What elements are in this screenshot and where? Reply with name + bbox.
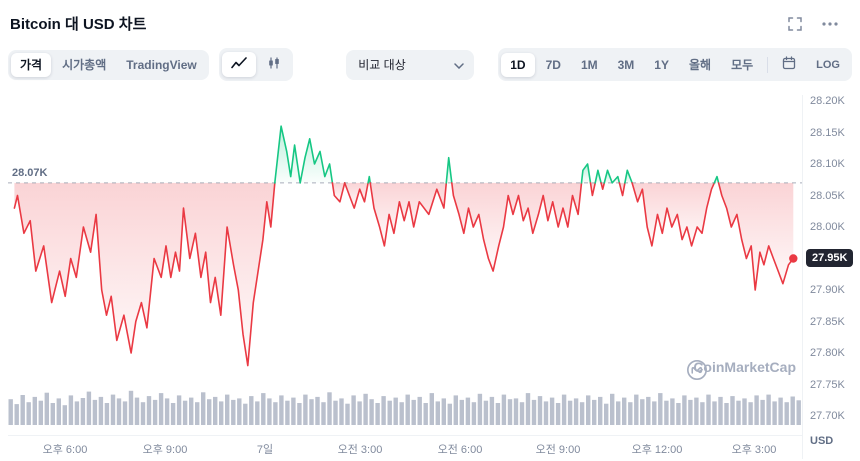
toolbar-divider xyxy=(767,56,769,73)
range-1m[interactable]: 1M xyxy=(572,53,607,77)
y-axis-tick: 27.85K xyxy=(810,315,845,328)
range-3m[interactable]: 3M xyxy=(609,53,644,77)
y-axis-unit: USD xyxy=(810,435,834,447)
y-axis-tick: 28.15K xyxy=(810,126,845,139)
page-title: Bitcoin 대 USD 차트 xyxy=(10,16,147,33)
chart-type-toggle xyxy=(218,48,293,81)
price-chart-area[interactable]: 28.07K CoinMarketCap xyxy=(8,95,802,436)
watermark-text: CoinMarketCap xyxy=(693,359,796,375)
y-axis-tick: 27.90K xyxy=(810,284,845,296)
x-axis-tick: 오전 9:00 xyxy=(535,444,581,456)
y-axis-tick: 27.75K xyxy=(810,378,845,391)
calendar-button[interactable] xyxy=(773,51,805,78)
y-axis-tick: 28.00K xyxy=(810,221,845,233)
candlestick-icon xyxy=(267,56,281,73)
x-axis-tick: 오후 9:00 xyxy=(142,444,188,456)
current-price-badge: 27.95K xyxy=(806,248,854,267)
compare-dropdown[interactable]: 비교 대상 xyxy=(346,49,475,80)
y-axis-tick: 28.10K xyxy=(810,158,845,170)
x-axis-tick: 7일 xyxy=(256,444,274,456)
tab-market-cap[interactable]: 시가총액 xyxy=(53,53,115,77)
y-axis-tick: 27.70K xyxy=(810,410,845,422)
line-chart-button[interactable] xyxy=(221,52,256,77)
price-chart-svg[interactable] xyxy=(8,95,802,435)
baseline-price-label: 28.07K xyxy=(10,166,50,179)
range-1y[interactable]: 1Y xyxy=(645,53,678,77)
chart-header: Bitcoin 대 USD 차트 xyxy=(0,0,860,34)
calendar-icon xyxy=(782,56,796,73)
x-axis-tick: 오후 12:00 xyxy=(631,444,683,456)
chevron-down-icon xyxy=(454,58,464,72)
y-axis-tick: 27.80K xyxy=(810,347,845,359)
x-axis[interactable]: 오후 6:00 오후 9:00 7일 오전 3:00 오전 6:00 오전 9:00 오후 … xyxy=(8,441,802,457)
range-ytd[interactable]: 올해 xyxy=(680,53,720,77)
tab-price[interactable]: 가격 xyxy=(11,52,52,77)
chart-tabs: 가격 시가총액 TradingView xyxy=(8,49,209,80)
range-selector: 1D 7D 1M 3M 1Y 올해 모두 LOG xyxy=(498,48,852,81)
more-options-icon[interactable] xyxy=(822,21,838,26)
x-axis-tick: 오전 3:00 xyxy=(337,444,383,456)
log-scale-button[interactable]: LOG xyxy=(807,53,849,77)
range-7d[interactable]: 7D xyxy=(537,53,570,77)
range-all[interactable]: 모두 xyxy=(722,53,762,77)
y-axis-tick: 28.05K xyxy=(810,189,845,202)
x-axis-tick: 오후 6:00 xyxy=(42,444,88,456)
candlestick-button[interactable] xyxy=(258,51,290,78)
x-axis-tick: 오전 6:00 xyxy=(437,444,483,456)
fullscreen-icon[interactable] xyxy=(788,16,802,31)
y-axis-tick: 28.20K xyxy=(810,95,845,107)
x-axis-tick: 오후 3:00 xyxy=(731,444,777,456)
y-axis[interactable]: 27.95K USD 28.20K 28.15K 28.10K 28.05K 28.00… xyxy=(802,95,860,459)
watermark: CoinMarketCap xyxy=(686,359,796,380)
range-1d[interactable]: 1D xyxy=(501,52,535,77)
chart-toolbar: 가격 시가총액 TradingView 비교 대상 1D 7D 1M 3M 1Y 올해 모두 xyxy=(0,48,860,81)
compare-dropdown-label: 비교 대상 xyxy=(358,58,406,72)
line-chart-icon xyxy=(230,57,247,72)
tab-tradingview[interactable]: TradingView xyxy=(117,53,205,77)
